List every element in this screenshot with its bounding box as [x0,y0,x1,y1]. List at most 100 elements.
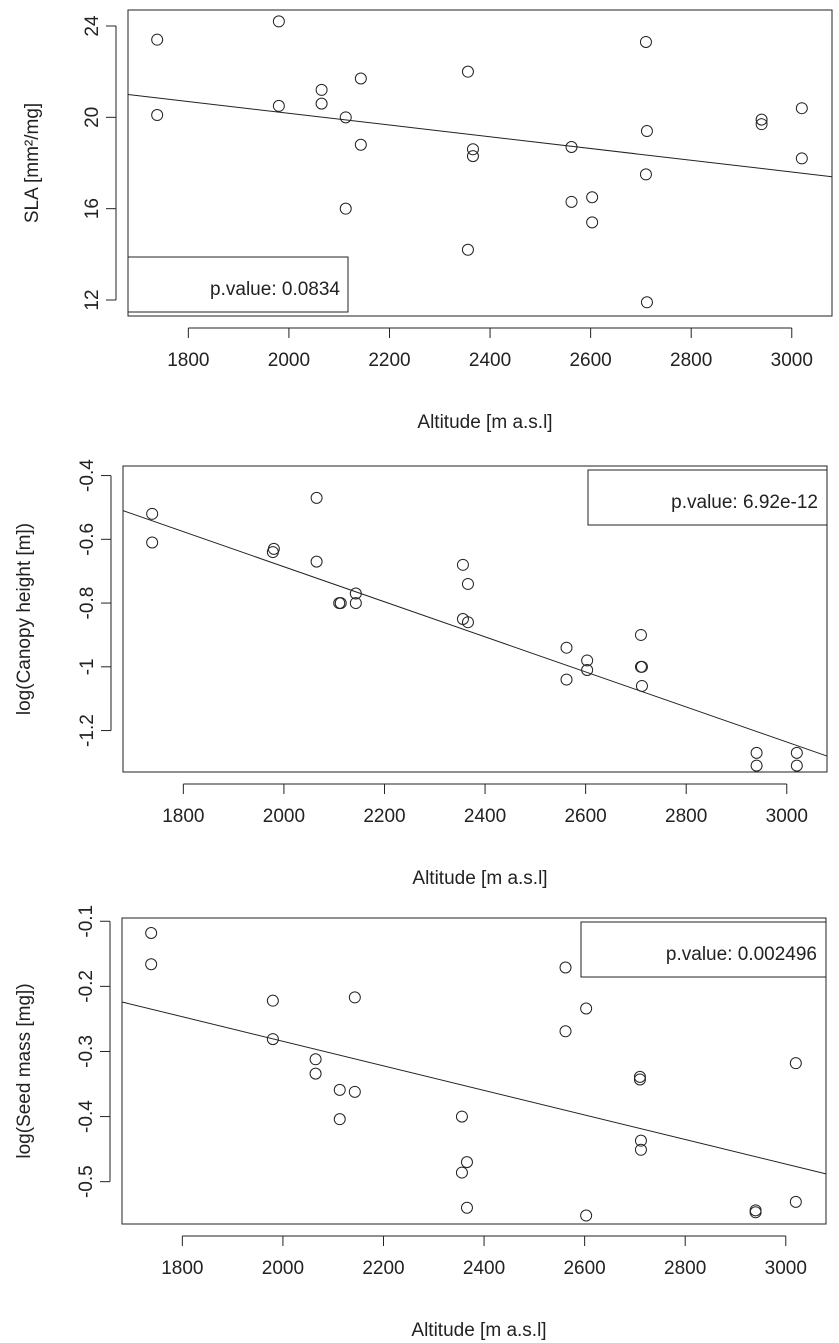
data-point [634,660,647,673]
x-tick-label: 2000 [268,350,310,371]
x-tick-label: 3000 [766,806,808,827]
data-point [461,243,474,256]
x-tick-label: 2800 [670,350,712,371]
data-point [310,491,323,504]
y-tick-label: -0.4 [76,1100,97,1133]
data-points [151,15,808,309]
data-point [634,1134,647,1147]
data-point [339,111,352,124]
y-tick-label: -1.2 [77,714,98,747]
p-value-legend: p.value: 6.92e-12 [587,469,828,526]
data-point [354,72,367,85]
x-tick-label: 1800 [161,1258,203,1279]
data-point [456,558,469,571]
legend-box [127,256,349,313]
data-point [455,1110,468,1123]
data-point [272,15,285,28]
plot-frame [122,465,828,773]
data-point [795,152,808,165]
data-point [272,99,285,112]
data-point [145,926,158,939]
data-point [461,616,474,629]
data-point [755,118,768,131]
data-point [795,102,808,115]
data-point [565,141,578,154]
data-point [309,1053,322,1066]
data-point [151,109,164,122]
data-point [586,216,599,229]
data-point [348,991,361,1004]
data-point [348,1085,361,1098]
x-tick-label: 2400 [469,350,511,371]
seed-mass-panel: 1800 2000 2200 2400 2600 2800 3000 -0.1-0.2-0.… [14,905,827,1341]
p-value-label: p.value: 0.002496 [666,944,817,965]
y-tick-label: -0.2 [76,970,97,1003]
y-axis: 12 16 20 24 [82,15,117,311]
x-tick-label: 2600 [563,1258,605,1279]
y-axis: -0.4 -0.6 -0.8 -1 -1.2 [77,459,112,747]
y-tick-label: -0.5 [76,1165,97,1198]
data-point [333,1113,346,1126]
data-point [334,597,347,610]
y-tick-label: 16 [82,198,103,219]
data-point [581,654,594,667]
data-point [460,1201,473,1214]
data-point [581,664,594,676]
y-axis: -0.1 -0.2 -0.3 -0.4 -0.5 [76,905,111,1198]
y-axis-label: log(Seed mass [mg]) [14,983,35,1158]
p-value-label: p.value: 6.92e-12 [671,492,818,513]
data-point [755,113,768,126]
x-tick-label: 2400 [463,1258,505,1279]
data-point [560,673,573,686]
x-axis-label: Altitude [m a.s.l] [412,868,547,889]
data-point [565,195,578,208]
x-tick-label: 3000 [765,1258,807,1279]
data-point [309,1067,322,1080]
data-point [639,35,652,48]
data-point [635,660,648,673]
x-tick-label: 2800 [664,1258,706,1279]
data-point [266,994,279,1007]
data-point [633,1073,646,1086]
data-point [580,1209,593,1222]
data-point [455,1166,468,1179]
legend-box [580,921,827,978]
data-point [339,202,352,215]
sla-panel: 1800 2000 2200 2400 2600 2800 3000 12 16 20 24 p.… [22,9,833,433]
x-tick-label: 3000 [771,350,813,371]
data-point [354,138,367,151]
data-point [466,150,479,163]
data-point [151,33,164,46]
data-points [145,926,802,1222]
x-tick-label: 1800 [167,350,209,371]
data-point [315,97,328,110]
data-point [635,679,648,692]
x-tick-label: 2800 [665,806,707,827]
trend-line [122,510,828,757]
y-axis-label: log(Canopy height [m]) [14,523,35,715]
x-axis: 1800 2000 2200 2400 2600 2800 3000 [161,1235,807,1279]
data-point [146,507,159,520]
data-point [466,143,479,156]
data-point [266,1033,279,1046]
data-point [145,958,158,971]
data-point [586,191,599,204]
data-point [315,83,328,96]
data-point [750,746,763,759]
data-point [640,125,653,138]
legend-box [587,469,828,526]
data-point [146,536,159,549]
data-point [789,1195,802,1208]
data-point [559,961,572,974]
data-point [639,168,652,181]
data-point [560,641,573,654]
y-tick-label: -0.1 [76,905,97,938]
data-point [790,759,803,772]
data-point [634,628,647,641]
y-tick-label: -0.6 [77,523,98,556]
y-tick-label: -0.3 [76,1035,97,1068]
y-tick-label: -0.8 [77,587,98,620]
x-tick-label: 2000 [262,1258,304,1279]
data-point [749,1206,762,1219]
